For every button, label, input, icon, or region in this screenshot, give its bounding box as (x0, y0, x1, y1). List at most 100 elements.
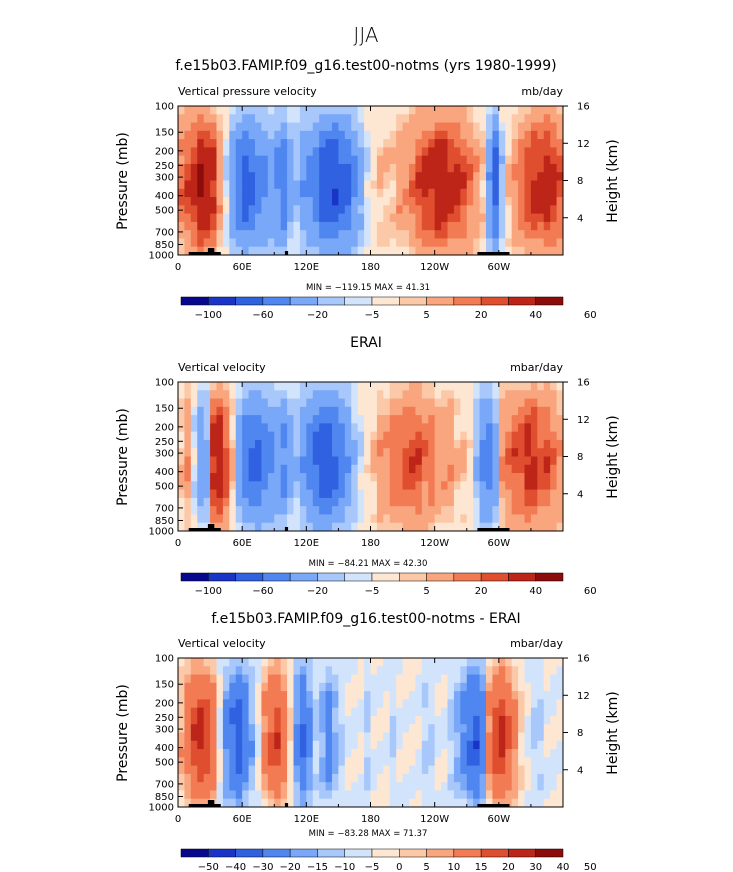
heatmap-cell (543, 180, 551, 190)
heatmap-cell (434, 114, 442, 124)
heatmap-cell (492, 205, 500, 215)
heatmap-cell (184, 406, 192, 416)
heatmap-cell (325, 691, 333, 700)
heatmap-cell (299, 506, 307, 516)
x-tick-label: 60E (233, 814, 252, 825)
heatmap-cell (409, 489, 417, 499)
heatmap-cell (505, 180, 513, 190)
heatmap-cell (229, 724, 237, 734)
heatmap-cell (319, 130, 327, 140)
heatmap-cell (415, 691, 423, 700)
heatmap-cell (421, 765, 429, 775)
heatmap-cell (376, 514, 384, 524)
colorbar-box (480, 296, 509, 306)
heatmap-cell (274, 147, 282, 157)
heatmap-cell (428, 464, 436, 474)
heatmap-cell (357, 155, 365, 165)
heatmap-cell (280, 431, 288, 441)
heatmap-cell (299, 699, 307, 709)
heatmap-cell (255, 188, 263, 198)
heatmap-cell (402, 147, 410, 157)
heatmap-cell (550, 798, 558, 807)
heatmap-cell (197, 674, 205, 684)
heatmap-cell (178, 122, 186, 132)
heatmap-cell (319, 172, 327, 182)
heatmap-cell (344, 699, 352, 709)
heatmap-cell (434, 456, 442, 466)
heatmap-cell (338, 155, 346, 165)
heatmap-cell (325, 246, 333, 255)
heatmap-cell (216, 423, 224, 433)
heatmap-cell (543, 765, 551, 775)
heatmap-cell (556, 514, 563, 524)
heatmap-cell (434, 205, 442, 215)
heatmap-cell (299, 122, 307, 132)
heatmap-cell (364, 749, 372, 758)
heatmap-cell (203, 497, 211, 507)
heatmap-cell (511, 682, 519, 692)
heatmap-cell (344, 658, 352, 667)
heatmap-cell (453, 724, 461, 734)
colorbar-box (426, 848, 455, 858)
heatmap-cell (370, 188, 378, 198)
heatmap-cell (396, 238, 404, 248)
colorbar-box (371, 848, 400, 858)
heatmap-cell (389, 448, 397, 458)
heatmap-cell (242, 415, 250, 424)
heatmap-cell (287, 740, 295, 750)
heatmap-cell (466, 740, 474, 750)
heatmap-cell (402, 732, 410, 742)
heatmap-cell (453, 674, 461, 684)
heatmap-cell (466, 130, 474, 140)
heatmap-cell (543, 382, 551, 391)
heatmap-cell (190, 497, 198, 507)
colorbar: −100 −60 −20 −5 5 20 40 60 (180, 572, 597, 597)
heatmap-cell (267, 106, 275, 115)
heatmap-cell (466, 406, 474, 416)
heatmap-cell (357, 130, 365, 140)
heatmap-cell (344, 163, 352, 173)
heatmap-cell (235, 724, 243, 734)
colorbar-box (262, 296, 291, 306)
heatmap-cell (441, 163, 449, 173)
heatmap-cell (210, 473, 218, 482)
heatmap-cell (222, 456, 230, 466)
heatmap-cell (479, 246, 487, 255)
heatmap-cell (434, 674, 442, 684)
heatmap-cell (325, 715, 333, 725)
x-tick-label: 180 (361, 814, 380, 825)
heatmap-cell (357, 506, 365, 516)
heatmap-cell (396, 732, 404, 742)
heatmap-cell (543, 406, 551, 416)
y2-tick-label: 12 (577, 139, 590, 150)
heatmap-cell (197, 163, 205, 173)
heatmap-cell (370, 398, 378, 408)
heatmap-cell (524, 514, 532, 524)
heatmap-cell (447, 456, 455, 466)
heatmap-cell (197, 114, 205, 124)
heatmap-cell (389, 406, 397, 416)
colorbar-box (535, 572, 564, 582)
heatmap-cell (293, 749, 301, 758)
heatmap-cell (229, 773, 237, 783)
heatmap-cell (550, 155, 558, 165)
heatmap-cell (421, 155, 429, 165)
heatmap-cell (325, 682, 333, 692)
heatmap-cell (293, 106, 301, 115)
heatmap-cell (306, 246, 314, 255)
heatmap-cell (518, 724, 526, 734)
heatmap-cell (524, 122, 532, 132)
heatmap-cell (556, 757, 563, 767)
heatmap-cell (312, 674, 320, 684)
panel-left-label: Vertical velocity (178, 637, 266, 650)
heatmap-cell (511, 230, 519, 240)
heatmap-cell (543, 707, 551, 717)
heatmap-cell (511, 382, 519, 391)
heatmap-cell (447, 382, 455, 391)
heatmap-cell (524, 188, 532, 198)
heatmap-cell (306, 456, 314, 466)
heatmap-cell (351, 398, 359, 408)
heatmap-cell (216, 130, 224, 140)
heatmap-cell (197, 773, 205, 783)
heatmap-cell (255, 757, 263, 767)
